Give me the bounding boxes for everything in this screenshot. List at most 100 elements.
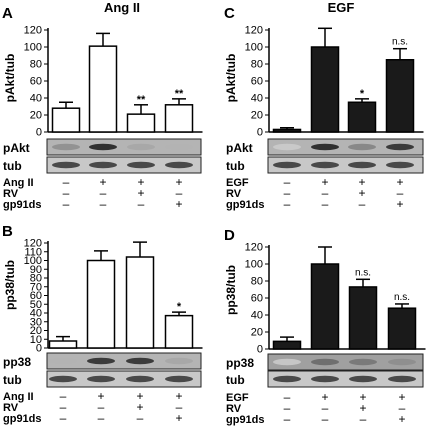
condition-sign: + <box>358 186 365 200</box>
blot-label: pp38 <box>226 356 254 370</box>
condition-sign: – <box>284 175 291 189</box>
blot-band <box>165 357 193 365</box>
y-tick-label: 0 <box>36 343 42 355</box>
bar <box>387 307 417 350</box>
condition-sign: – <box>60 389 67 403</box>
y-tick-label: 60 <box>30 290 42 302</box>
condition-sign: – <box>322 401 329 415</box>
condition-label: RV <box>226 188 242 200</box>
panel-c-title: EGF <box>328 0 355 15</box>
condition-label: EGF <box>226 392 249 404</box>
y-tick-label: 10 <box>30 334 42 346</box>
y-tick-label: 0 <box>36 127 42 139</box>
condition-sign: – <box>63 197 70 211</box>
condition-label: RV <box>226 403 242 415</box>
y-tick-label: 80 <box>30 59 42 71</box>
blot-band <box>348 143 376 151</box>
blot-band <box>87 357 115 365</box>
blot-band <box>388 375 416 383</box>
condition-sign: – <box>137 411 144 425</box>
condition-label: gp91ds <box>226 199 265 211</box>
condition-sign: + <box>175 389 182 403</box>
bar <box>310 263 340 350</box>
bar <box>48 340 78 349</box>
blot-band <box>49 375 77 383</box>
y-tick-label: 70 <box>30 281 42 293</box>
blot-band <box>87 375 115 383</box>
y-tick-label: 60 <box>30 76 42 88</box>
y-tick-label: 20 <box>30 325 42 337</box>
y-tick-label: 100 <box>24 42 42 54</box>
condition-sign: + <box>358 175 365 189</box>
condition-sign: – <box>98 411 105 425</box>
condition-sign: – <box>100 197 107 211</box>
panel-b-letter: B <box>2 223 13 240</box>
blot-band <box>52 161 80 169</box>
blot-band <box>89 143 117 151</box>
blot-band <box>127 161 155 169</box>
condition-sign: – <box>360 412 367 426</box>
blot-label: pAkt <box>3 141 30 155</box>
condition-label: EGF <box>226 177 249 189</box>
condition-sign: – <box>60 400 67 414</box>
blot-band <box>273 358 301 366</box>
blot-band <box>273 375 301 383</box>
condition-sign: + <box>97 389 104 403</box>
panel-a-title: Ang II <box>104 0 140 15</box>
y-tick-label: 80 <box>251 276 263 288</box>
y-tick-label: 40 <box>30 93 42 105</box>
significance-label: n.s. <box>392 37 408 48</box>
blot-band <box>348 161 376 169</box>
y-tick-label: 80 <box>30 273 42 285</box>
condition-sign: + <box>99 175 106 189</box>
panel-c-letter: C <box>224 5 235 22</box>
y-tick-label: 60 <box>251 76 263 88</box>
blot-label: tub <box>3 373 22 387</box>
blot-band <box>52 143 80 151</box>
bar <box>126 113 156 133</box>
bar <box>310 46 340 133</box>
condition-sign: – <box>322 197 329 211</box>
condition-sign: – <box>63 186 70 200</box>
condition-sign: + <box>321 390 328 404</box>
blot-band <box>349 358 377 366</box>
y-tick-label: 40 <box>251 310 263 322</box>
panel-d-ylabel: pp38/tub <box>224 265 238 315</box>
condition-sign: + <box>359 401 366 415</box>
blot-label: pp38 <box>3 355 31 369</box>
blot-band <box>386 161 414 169</box>
condition-sign: – <box>284 412 291 426</box>
condition-sign: – <box>322 186 329 200</box>
condition-label: RV <box>3 402 19 414</box>
significance-label: n.s. <box>355 267 371 278</box>
blot-label: tub <box>226 159 245 173</box>
panel-a-ylabel: pAkt/tub <box>3 54 17 103</box>
y-tick-label: 120 <box>24 25 42 37</box>
y-tick-label: 90 <box>30 264 42 276</box>
condition-sign: + <box>396 197 403 211</box>
condition-sign: – <box>60 411 67 425</box>
condition-sign: – <box>176 186 183 200</box>
condition-sign: – <box>399 401 406 415</box>
blot-band <box>165 375 193 383</box>
blot-band <box>126 375 154 383</box>
blot-strip <box>46 370 202 388</box>
blot-label: pAkt <box>226 141 253 155</box>
panel-a-letter: A <box>2 5 13 22</box>
condition-sign: + <box>137 186 144 200</box>
condition-sign: + <box>396 175 403 189</box>
condition-sign: – <box>322 412 329 426</box>
condition-sign: + <box>398 390 405 404</box>
condition-sign: – <box>284 390 291 404</box>
condition-sign: – <box>397 186 404 200</box>
y-tick-label: 0 <box>257 127 263 139</box>
blot-band <box>311 358 339 366</box>
y-tick-label: 120 <box>24 238 42 250</box>
condition-label: gp91ds <box>3 413 42 425</box>
blot-label: tub <box>226 373 245 387</box>
y-tick-label: 100 <box>245 42 263 54</box>
blot-label: tub <box>3 159 22 173</box>
y-tick-label: 60 <box>251 293 263 305</box>
